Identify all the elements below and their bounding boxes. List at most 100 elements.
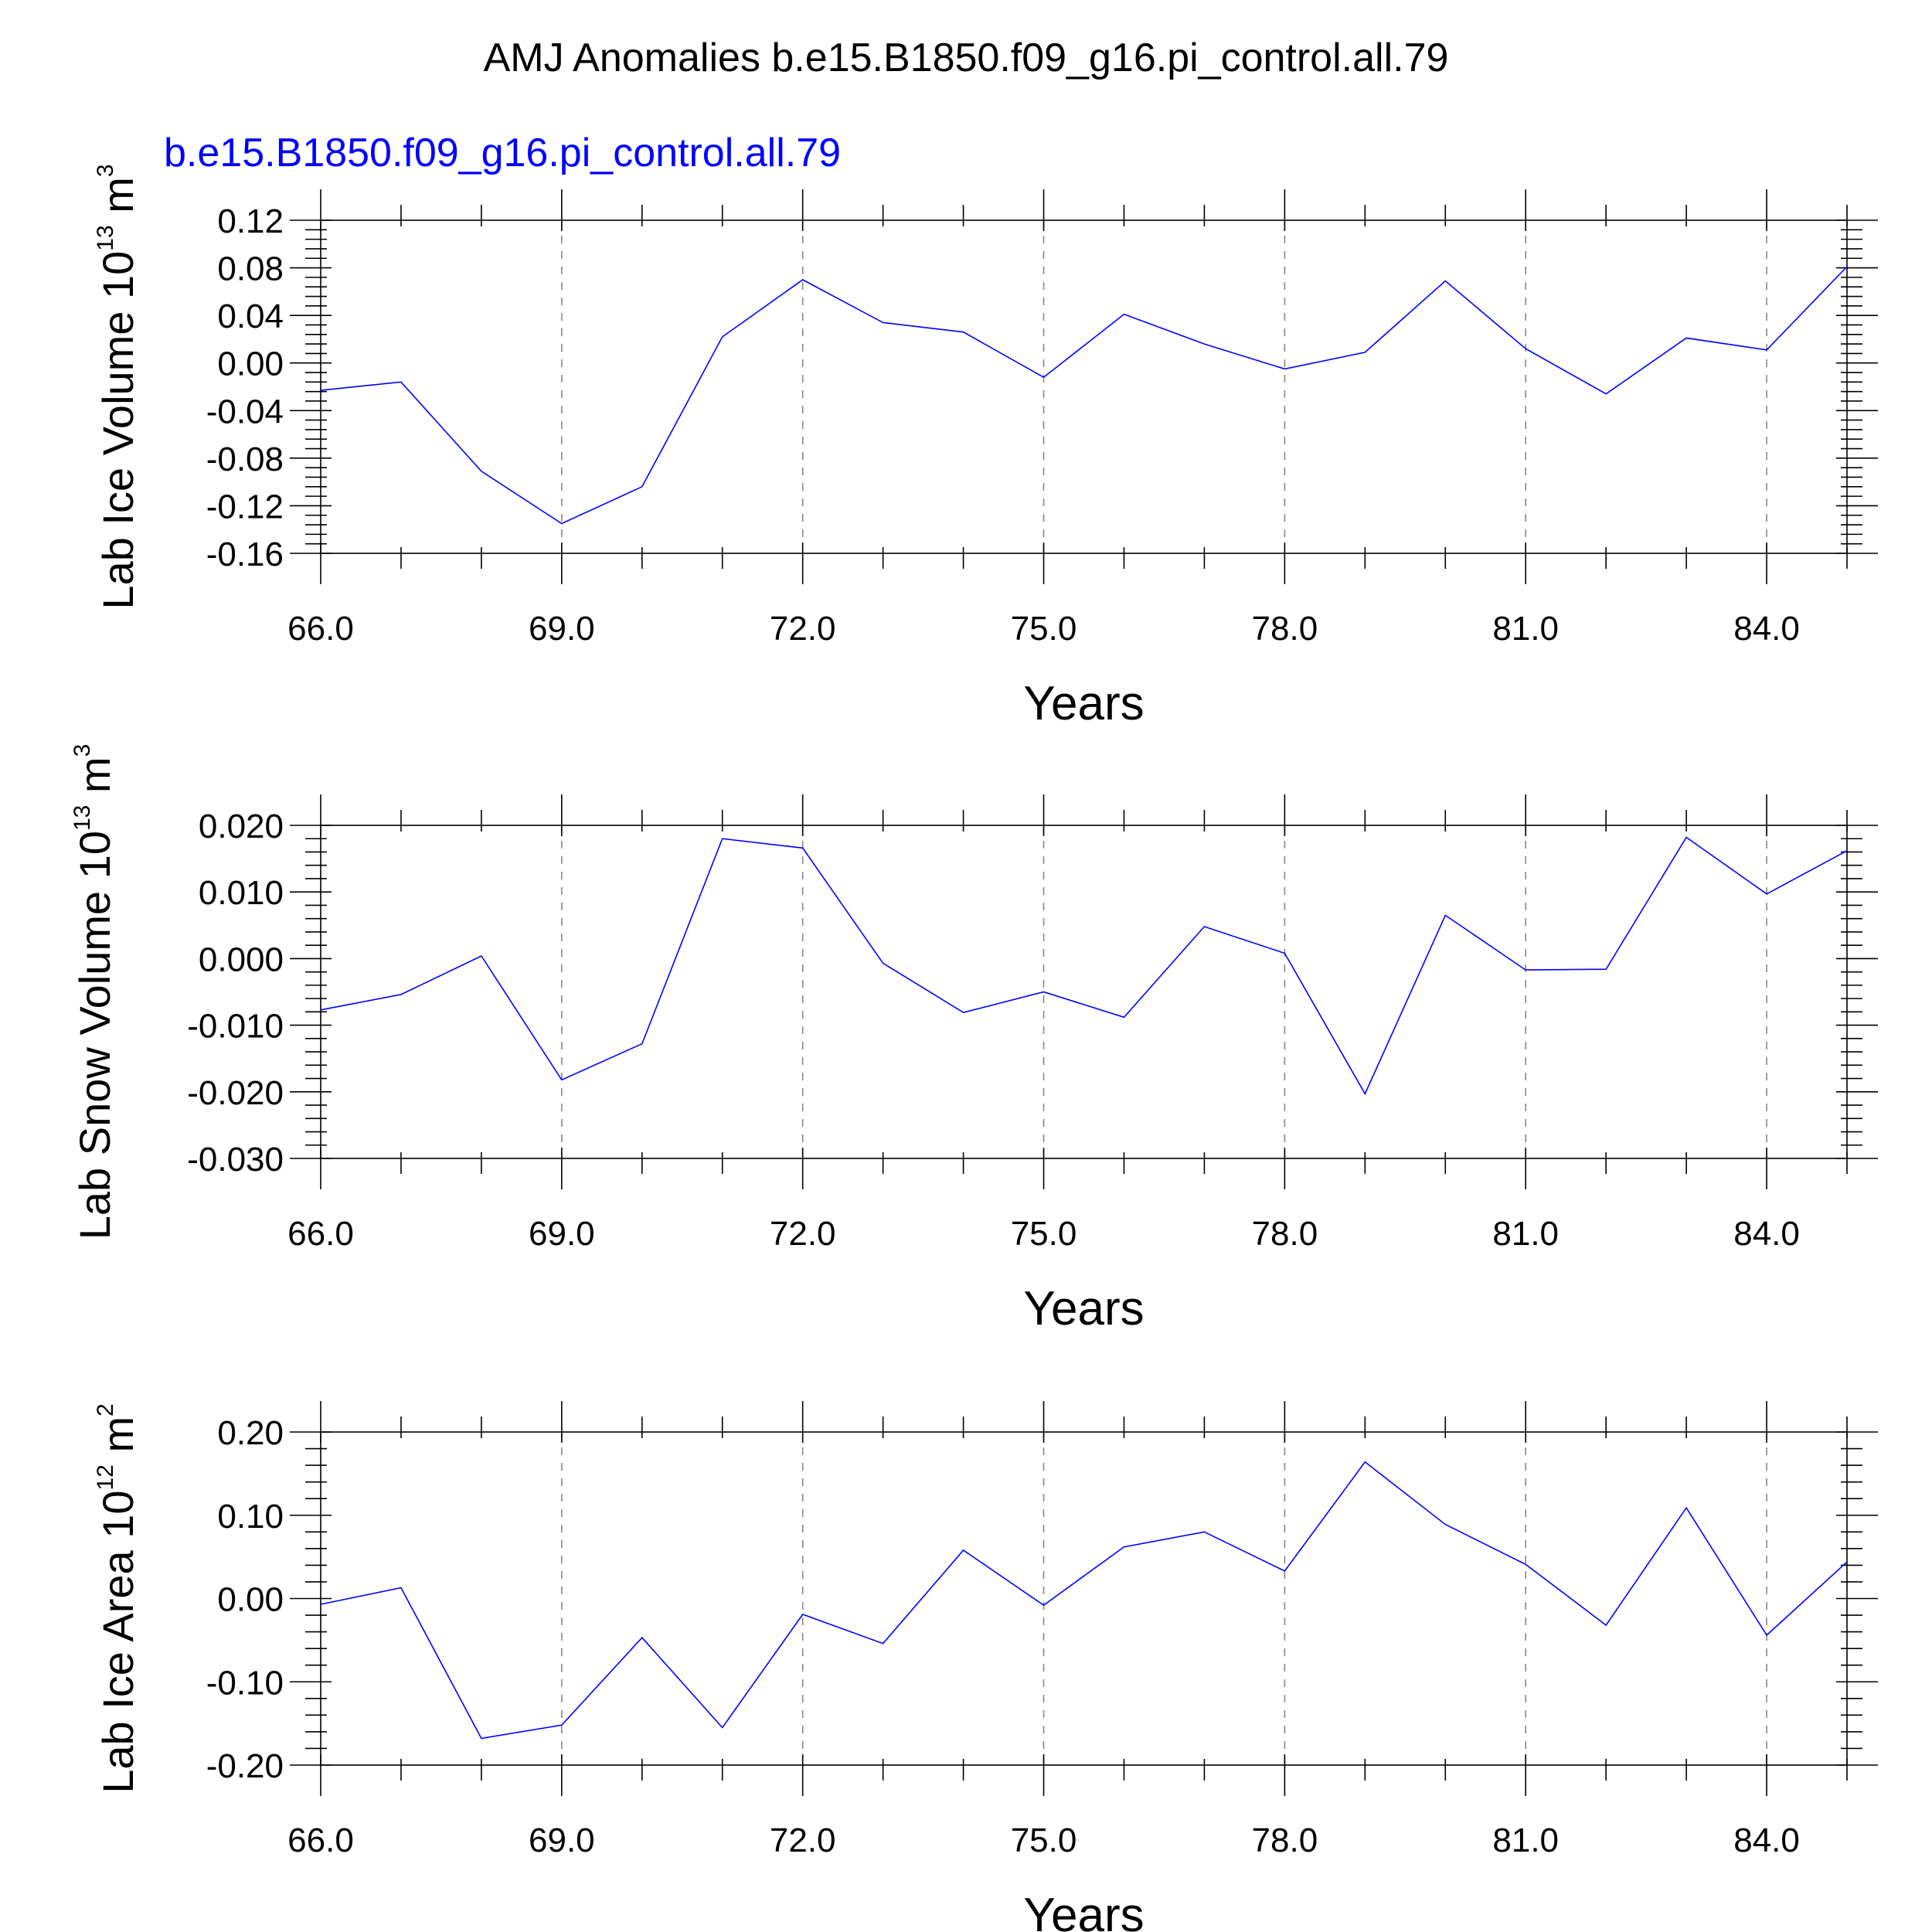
x-axis-label: Years (1023, 1282, 1144, 1335)
x-tick-label: 75.0 (1011, 610, 1077, 648)
y-axis-label-unit: m (94, 177, 142, 225)
data-point (400, 993, 403, 996)
data-point (801, 846, 804, 849)
y-axis-label-exponent: 13 (70, 805, 95, 831)
data-point (1765, 349, 1768, 352)
x-tick-label: 72.0 (770, 1215, 836, 1253)
x-tick-label: 69.0 (529, 1821, 595, 1859)
panel-2: 66.0 69.0 72.0 75.0 78.0 81.0 84.0 0.020 0.010 0.… (70, 744, 1878, 1335)
x-tick-label: 75.0 (1011, 1821, 1077, 1859)
data-point (1845, 849, 1849, 852)
plot-frame (320, 825, 1848, 1159)
x-axis-label: Years (1023, 677, 1144, 730)
data-point (1765, 1634, 1768, 1637)
data-point (1043, 991, 1046, 994)
y-tick-label: 0.00 (217, 1581, 284, 1619)
data-point (400, 1586, 403, 1589)
y-axis-label-unit-exponent: 2 (93, 1403, 118, 1417)
y-axis-label-unit-exponent: 3 (93, 164, 118, 177)
data-point (560, 1078, 563, 1081)
data-point (641, 1636, 644, 1639)
data-point (1444, 913, 1447, 917)
y-axis-label: Lab Snow Volume 1013 m3 (70, 744, 119, 1240)
data-point (1845, 1560, 1849, 1563)
data-point (801, 1613, 804, 1616)
y-tick-label: -0.12 (206, 488, 284, 526)
data-point (1283, 1570, 1286, 1573)
y-tick-label: 0.10 (217, 1498, 284, 1536)
data-point (1604, 1624, 1607, 1627)
x-tick-label: 69.0 (529, 1215, 595, 1253)
x-tick-label: 84.0 (1733, 610, 1800, 648)
y-tick-label: 0.000 (199, 940, 284, 978)
data-point (1283, 952, 1286, 955)
y-tick-label: 0.08 (217, 250, 284, 288)
data-point (319, 1603, 322, 1606)
data-point (1122, 1015, 1125, 1019)
panel-subtitle: b.e15.B1850.f09_g16.pi_control.all.79 (164, 131, 841, 175)
data-point (1202, 342, 1206, 345)
x-tick-label: 78.0 (1252, 610, 1318, 648)
panel-3: 66.0 69.0 72.0 75.0 78.0 81.0 84.0 0.20 0.10 0.00… (93, 1401, 1878, 1932)
data-point (1765, 893, 1768, 896)
data-point (1363, 1461, 1366, 1464)
panel-1: b.e15.B1850.f09_g16.pi_control.all.79 66.… (93, 131, 1878, 730)
data-point (1604, 393, 1607, 396)
y-axis-label-text: Lab Ice Area 10 (94, 1490, 142, 1793)
data-point (480, 470, 483, 473)
data-point (801, 278, 804, 281)
y-tick-label: 0.020 (199, 808, 284, 845)
x-tick-label: 81.0 (1492, 1821, 1559, 1859)
series-line (320, 836, 1848, 1096)
plot-frame (320, 1431, 1848, 1766)
x-tick-label: 66.0 (287, 1215, 354, 1253)
data-point (400, 380, 403, 383)
y-tick-label: -0.10 (206, 1664, 284, 1702)
y-tick-label: -0.16 (206, 536, 284, 573)
data-point (1363, 351, 1366, 354)
y-tick-label: -0.20 (206, 1747, 284, 1785)
y-tick-label: -0.04 (206, 393, 284, 430)
data-point (641, 485, 644, 488)
data-point (882, 961, 885, 964)
y-tick-label: -0.08 (206, 440, 284, 478)
data-point (1043, 376, 1046, 379)
data-point (1845, 265, 1849, 268)
data-point (1685, 336, 1688, 339)
x-tick-label: 81.0 (1492, 610, 1559, 648)
panels: b.e15.B1850.f09_g16.pi_control.all.79 66.… (70, 131, 1878, 1932)
y-axis-label: Lab Ice Volume 1013 m3 (93, 164, 142, 609)
y-axis-label: Lab Ice Area 1012 m2 (93, 1403, 142, 1794)
y-axis-label-text: Lab Ice Volume 10 (94, 251, 142, 610)
y-axis-label-exponent: 13 (93, 225, 118, 250)
y-tick-label: -0.010 (187, 1008, 284, 1046)
y-axis-label-unit-exponent: 3 (70, 744, 95, 757)
data-point (1444, 1523, 1447, 1526)
data-point (882, 321, 885, 324)
y-tick-label: -0.030 (187, 1141, 284, 1179)
data-point (319, 1009, 322, 1012)
y-tick-label: 0.04 (217, 298, 284, 335)
y-axis-label-text: Lab Snow Volume 10 (70, 831, 119, 1240)
data-point (721, 1726, 724, 1730)
x-tick-label: 78.0 (1252, 1821, 1318, 1859)
x-tick-label: 69.0 (529, 610, 595, 648)
data-point (962, 1549, 965, 1552)
data-point (962, 331, 965, 334)
x-tick-label: 72.0 (770, 610, 836, 648)
data-point (1685, 1506, 1688, 1509)
data-point (1122, 313, 1125, 316)
x-tick-label: 78.0 (1252, 1215, 1318, 1253)
data-point (1202, 1530, 1206, 1533)
data-point (1685, 836, 1688, 839)
x-tick-label: 66.0 (287, 1821, 354, 1859)
y-axis-label-unit: m (70, 757, 119, 804)
data-point (1524, 1563, 1527, 1566)
x-tick-label: 66.0 (287, 610, 354, 648)
y-tick-label: 0.20 (217, 1414, 284, 1452)
data-point (1043, 1604, 1046, 1607)
data-point (560, 522, 563, 526)
x-axis-label: Years (1023, 1889, 1144, 1932)
plot-frame (320, 219, 1848, 554)
